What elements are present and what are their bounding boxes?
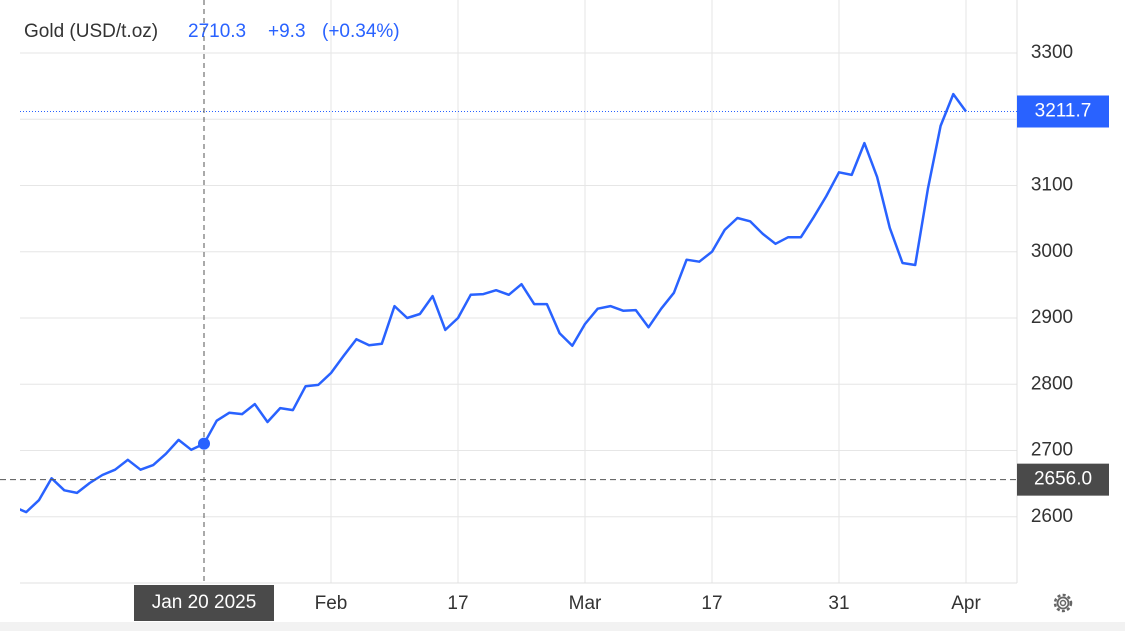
- crosshair-x-box: [134, 585, 274, 621]
- x-tick-label: 17: [447, 593, 468, 614]
- y-tick-label: 2900: [1031, 307, 1073, 328]
- price-line: [20, 92, 968, 514]
- last-price-label: 3211.7: [1035, 101, 1092, 122]
- last-price-box: [1017, 95, 1109, 128]
- footer-band: [0, 622, 1125, 631]
- x-tick-label: 31: [828, 593, 849, 614]
- y-tick-label: 2600: [1031, 506, 1073, 527]
- x-tick-label: Apr: [951, 593, 981, 614]
- crosshair-y-label: 2656.0: [1034, 469, 1092, 490]
- y-tick-label: 3000: [1031, 241, 1073, 262]
- x-tick-label: 17: [701, 593, 722, 614]
- change: +9.3: [268, 21, 306, 42]
- crosshair-x-label: Jan 20 2025: [152, 592, 257, 613]
- y-tick-label: 2700: [1031, 440, 1073, 461]
- y-tick-label: 3100: [1031, 175, 1073, 196]
- crosshair-y-box: [1017, 463, 1109, 496]
- x-tick-label: Feb: [315, 593, 348, 614]
- change-pct: (+0.34%): [322, 21, 400, 42]
- x-tick-label: Mar: [569, 593, 602, 614]
- settings-icon[interactable]: [1053, 593, 1073, 613]
- hover-value: 2710.3: [188, 21, 246, 42]
- y-tick-label: 2800: [1031, 373, 1073, 394]
- chart-title: Gold (USD/t.oz): [24, 21, 158, 42]
- y-tick-label: 3300: [1031, 42, 1073, 63]
- hover-point: [198, 437, 210, 450]
